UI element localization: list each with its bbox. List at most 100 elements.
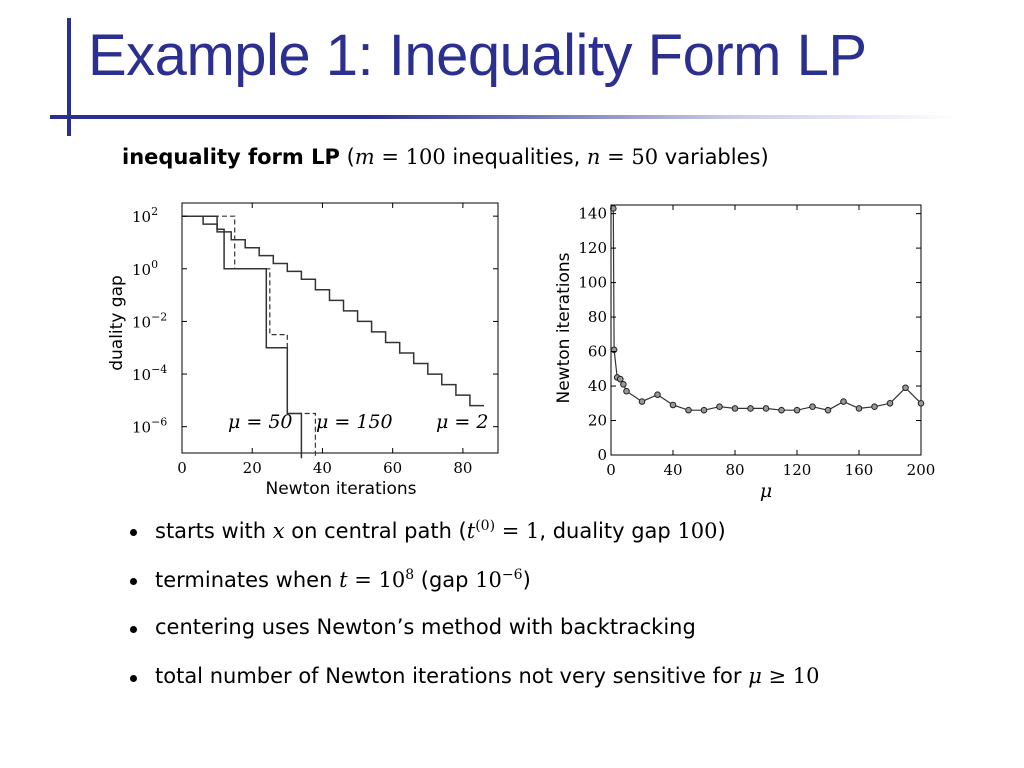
- subtitle-m-text: inequalities,: [445, 145, 587, 169]
- right-chart-ticks: 0 40 80 120 160 200 0 20 40 60 80 100 120 140: [578, 205, 935, 479]
- subtitle-open: (: [346, 145, 355, 169]
- right-ytick-label: 40: [588, 377, 607, 395]
- duality-gap-chart: 0 20 40 60 80 102 100 10−2 10−4 10−6 Newton itera…: [107, 202, 499, 499]
- subtitle-m-var: m: [354, 145, 375, 169]
- right-data-point: [700, 406, 708, 414]
- bullet-text: , duality gap: [539, 519, 678, 543]
- slide-title: Example 1: Inequality Form LP: [88, 23, 867, 88]
- right-data-point: [855, 405, 863, 412]
- right-data-point: [685, 406, 692, 414]
- right-data-point: [902, 384, 909, 392]
- bullet-math-var: x: [272, 519, 285, 543]
- subtitle-n-text: variables): [658, 145, 769, 169]
- right-chart-series: [610, 205, 925, 414]
- right-xtick-label: 160: [845, 461, 874, 479]
- left-chart-ticks: 0 20 40 60 80 102 100 10−2 10−4 10−6: [132, 203, 498, 477]
- right-data-point: [638, 398, 646, 405]
- bullet-text: (gap: [414, 567, 476, 592]
- right-xtick-label: 40: [663, 461, 682, 479]
- right-data-point: [840, 398, 847, 405]
- annotation-mu-150: μ = 150: [316, 411, 393, 433]
- left-plot-frame: [181, 202, 499, 454]
- subtitle-m-eq: = 100: [374, 145, 446, 169]
- bullet-item: terminates when t = 108 (gap 10−6): [128, 567, 820, 616]
- bullet-superscript: 8: [405, 566, 415, 583]
- right-data-point: [824, 406, 832, 414]
- right-data-point: [917, 399, 925, 407]
- left-xlabel: Newton iterations: [266, 479, 417, 499]
- left-series-line: [182, 215, 484, 407]
- bullet-item: total number of Newton iterations not ve…: [128, 664, 820, 713]
- subtitle-n-eq: = 50: [600, 145, 659, 169]
- bullet-superscript: (0): [475, 518, 496, 534]
- right-xtick-label: 0: [606, 461, 616, 479]
- bullet-text: ): [717, 519, 726, 543]
- bullet-text: on central path (: [284, 519, 467, 543]
- right-ytick-label: 80: [588, 308, 607, 326]
- left-chart-series: [182, 215, 484, 459]
- right-data-point: [778, 406, 785, 414]
- right-chart-axes: [610, 204, 922, 456]
- right-data-point: [809, 403, 816, 411]
- right-ytick-label: 60: [588, 343, 607, 361]
- left-xtick-label: 60: [383, 459, 402, 477]
- bullet-text: starts with: [155, 519, 273, 543]
- right-xtick-label: 80: [725, 461, 744, 479]
- annotation-mu-2: μ = 2: [436, 411, 488, 433]
- bullet-text: centering uses Newton’s method with back…: [155, 615, 696, 639]
- right-xlabel: μ: [760, 480, 772, 502]
- right-ytick-label: 140: [578, 205, 607, 223]
- bullet-list: starts with x on central path (t(0) = 1,…: [128, 518, 820, 712]
- right-data-point: [669, 401, 677, 409]
- bullet-math-var: t: [339, 567, 348, 592]
- bullet-math-num: 10: [475, 567, 502, 592]
- subtitle-n-var: n: [586, 145, 601, 169]
- right-data-point: [654, 391, 661, 398]
- right-data-point: [886, 399, 894, 407]
- right-data-point: [762, 405, 770, 412]
- right-plot-frame: [610, 204, 922, 456]
- right-xtick-label: 200: [907, 461, 936, 479]
- subtitle-bold: inequality form LP: [122, 145, 340, 169]
- right-data-point: [731, 405, 739, 412]
- right-data-point: [620, 381, 627, 388]
- bullet-math-var: t: [466, 519, 476, 543]
- right-ytick-label: 0: [597, 446, 607, 464]
- left-series-line: [182, 215, 316, 459]
- right-ytick-label: 20: [588, 412, 607, 430]
- bullet-math-num: = 1: [495, 519, 540, 543]
- bullet-text: ): [522, 567, 531, 592]
- right-data-point: [623, 387, 630, 395]
- bullet-text: terminates when: [155, 567, 340, 592]
- right-data-point: [747, 405, 754, 412]
- left-ytick-label: 100: [132, 258, 158, 279]
- right-series-line: [612, 208, 922, 411]
- bullet-superscript: −6: [501, 566, 523, 583]
- right-data-point: [617, 375, 624, 383]
- bullet-math-num: = 10: [347, 567, 406, 592]
- title-accent-horizontal-bar: [50, 115, 960, 119]
- title-accent-vertical-bar: [67, 18, 71, 136]
- bullet-math-num: 100: [677, 519, 718, 543]
- right-ylabel: Newton iterations: [554, 252, 574, 403]
- left-chart-axes: [181, 202, 499, 454]
- left-xtick-label: 40: [313, 459, 332, 477]
- right-data-point: [716, 403, 723, 411]
- left-ylabel: duality gap: [107, 275, 127, 371]
- bullet-math-var: μ: [748, 663, 762, 688]
- left-xtick-label: 20: [243, 459, 262, 477]
- right-ytick-label: 120: [578, 239, 607, 257]
- right-data-point: [871, 403, 878, 411]
- left-ytick-label: 10−4: [132, 363, 167, 384]
- subtitle: inequality form LP (m = 100 inequalities…: [122, 145, 769, 169]
- left-xtick-label: 80: [453, 459, 472, 477]
- right-ytick-label: 100: [578, 274, 607, 292]
- newton-iterations-chart: 0 40 80 120 160 200 0 20 40 60 80 100 120 140 μ Newto…: [554, 204, 935, 502]
- right-data-point: [793, 406, 801, 414]
- left-ytick-label: 102: [132, 205, 158, 226]
- bullet-item: centering uses Newton’s method with back…: [128, 615, 820, 664]
- bullet-text: total number of Newton iterations not ve…: [155, 663, 749, 688]
- left-xtick-label: 0: [177, 459, 187, 477]
- left-ytick-label: 10−2: [132, 310, 167, 331]
- right-xtick-label: 120: [783, 461, 812, 479]
